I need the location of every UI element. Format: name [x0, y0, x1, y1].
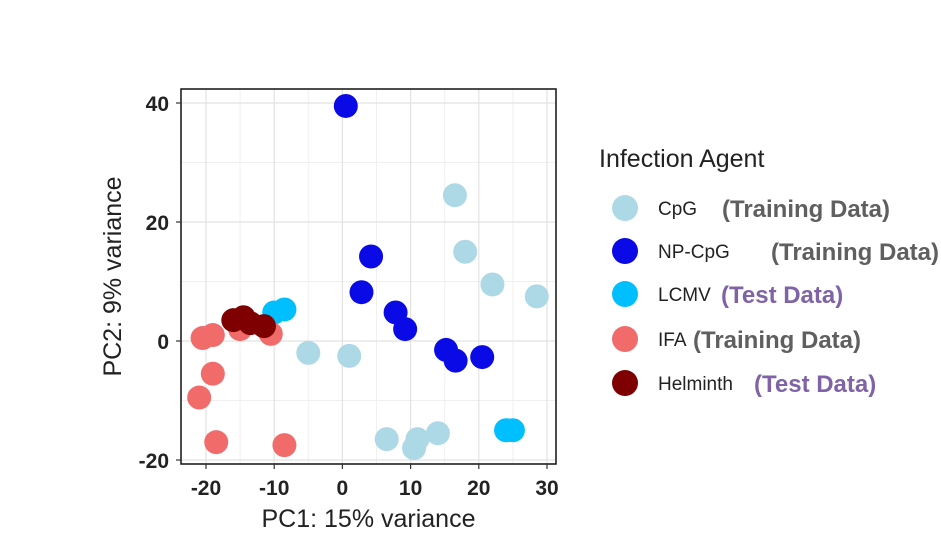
legend-label: NP-CpG: [658, 242, 730, 263]
y-axis-title: PC2: 9% variance: [99, 176, 127, 376]
data-point: [393, 317, 418, 342]
data-point: [425, 421, 450, 446]
axis-ticks: -20 -10 0 10 20 30 -20 0 20 40: [139, 93, 559, 500]
data-point: [204, 430, 229, 455]
x-axis-title: PC1: 15% variance: [261, 505, 475, 533]
legend-key: [612, 195, 638, 221]
plot-frame: [180, 88, 557, 465]
legend-label: LCMV: [658, 285, 711, 306]
data-point: [405, 427, 430, 452]
legend-item: NP-CpG (Training Data): [612, 238, 939, 266]
data-point: [442, 183, 467, 208]
legend-item: CpG (Training Data): [612, 195, 890, 223]
legend: CpG (Training Data) NP-CpG (Training Data) L…: [612, 195, 939, 398]
data-point: [359, 244, 384, 269]
data-point: [187, 385, 212, 410]
x-tick-label: -10: [259, 477, 289, 500]
legend-label: IFA: [658, 330, 687, 351]
y-tick-label: 0: [157, 331, 169, 354]
legend-key: [612, 281, 638, 307]
data-point: [349, 280, 374, 305]
legend-item: IFA (Training Data): [612, 326, 861, 354]
x-tick-label: 20: [467, 477, 490, 500]
data-point: [524, 284, 549, 309]
legend-label: CpG: [658, 199, 697, 220]
series-helminth: [221, 305, 276, 339]
data-point: [200, 323, 225, 348]
data-point: [200, 361, 225, 386]
data-point: [443, 348, 468, 373]
legend-key: [612, 326, 638, 352]
data-point: [337, 343, 362, 368]
data-point: [453, 239, 478, 264]
x-tick-label: -20: [191, 477, 221, 500]
data-point: [296, 340, 321, 365]
legend-key: [612, 238, 638, 264]
legend-note: (Training Data): [722, 196, 890, 223]
legend-title: Infection Agent: [599, 145, 764, 173]
data-point: [480, 272, 505, 297]
legend-note: (Test Data): [721, 282, 843, 309]
data-point: [500, 418, 525, 443]
legend-key: [612, 370, 638, 396]
legend-item: LCMV (Test Data): [612, 281, 843, 309]
grid-lines: [181, 89, 556, 464]
legend-note: (Training Data): [771, 239, 939, 266]
data-points: [187, 93, 549, 461]
data-point: [251, 314, 276, 339]
data-point: [374, 427, 399, 452]
data-point: [272, 433, 297, 458]
data-point: [470, 345, 495, 370]
series-cpg: [296, 183, 549, 461]
data-point: [333, 93, 358, 118]
legend-label: Helminth: [658, 374, 733, 395]
y-tick-label: 20: [146, 212, 169, 235]
y-tick-label: 40: [146, 93, 169, 116]
legend-note: (Test Data): [754, 371, 876, 398]
y-tick-label: -20: [139, 450, 169, 473]
x-tick-label: 0: [337, 477, 349, 500]
legend-item: Helminth (Test Data): [612, 370, 876, 398]
data-point: [272, 297, 297, 322]
series-np-cpg: [333, 93, 495, 373]
legend-note: (Training Data): [693, 327, 861, 354]
x-tick-label: 10: [399, 477, 422, 500]
x-tick-label: 30: [535, 477, 558, 500]
